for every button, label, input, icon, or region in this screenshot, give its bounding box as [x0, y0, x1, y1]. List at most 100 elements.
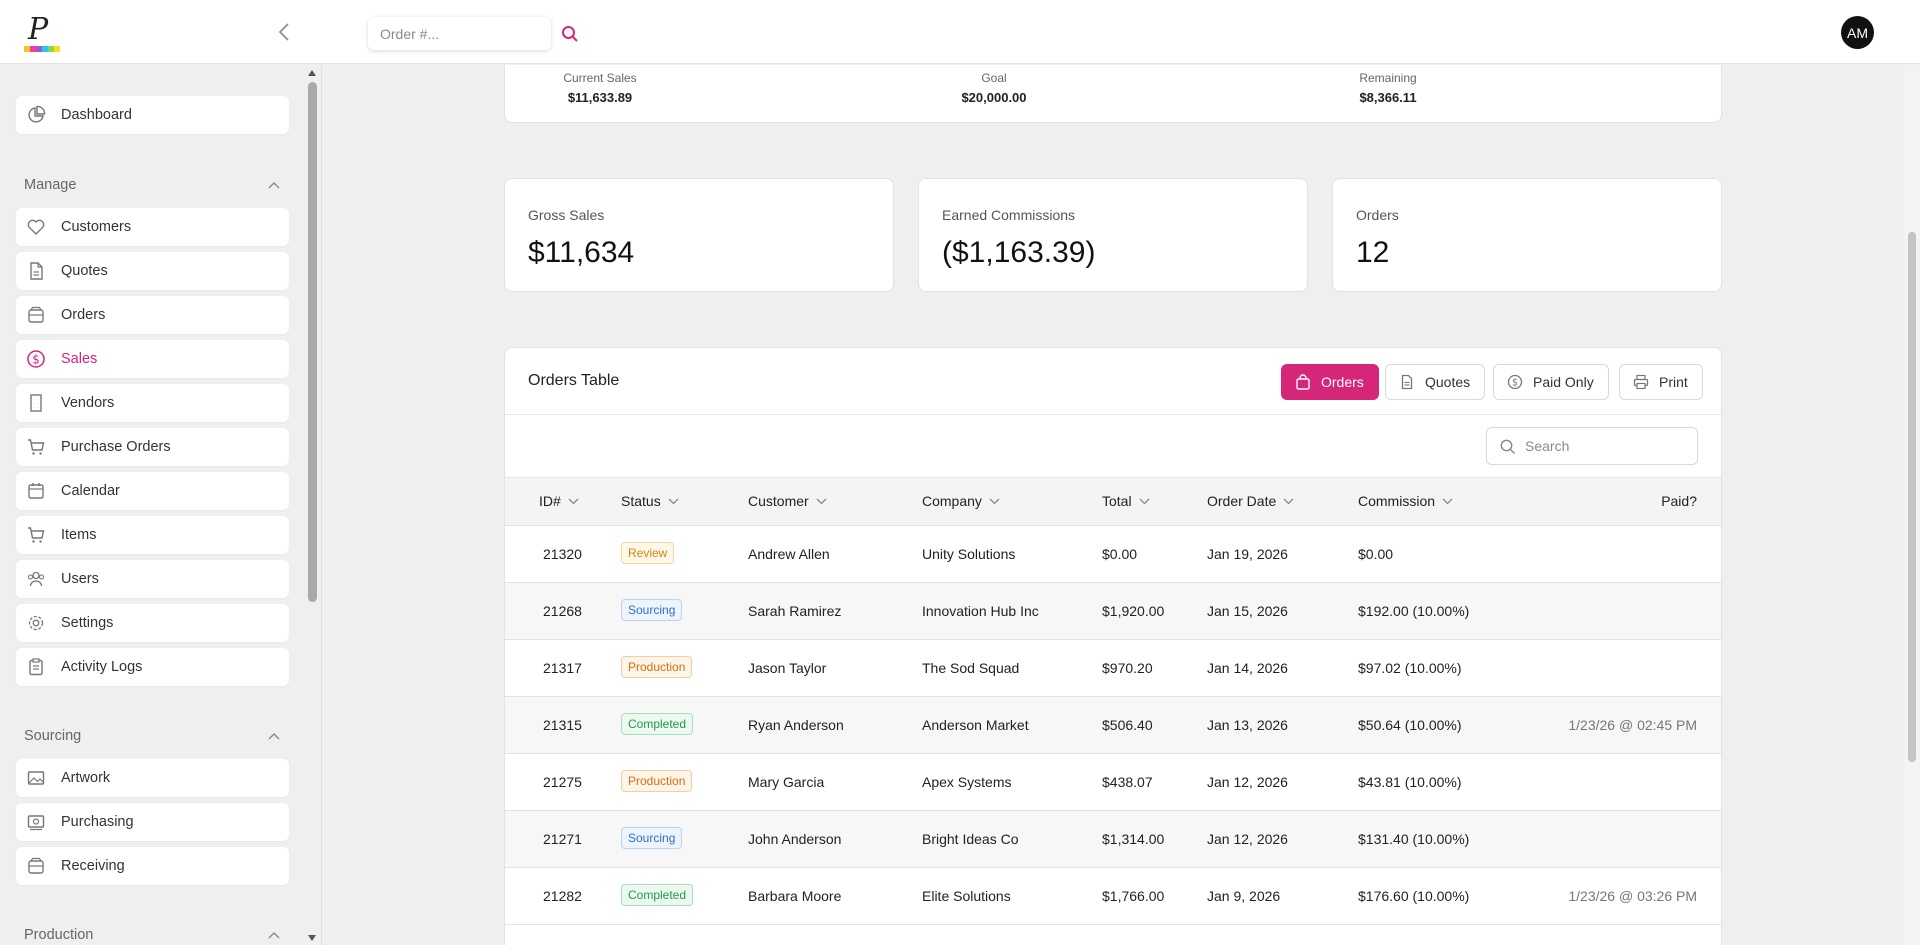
- button-label: Orders: [1321, 374, 1364, 390]
- table-row[interactable]: 21268 Sarah Ramirez Innovation Hub Inc $1,9…: [505, 583, 1721, 640]
- order-search-input[interactable]: [368, 17, 551, 50]
- column-header-order-date[interactable]: Order Date: [1207, 493, 1295, 509]
- sidebar-item-purchasing[interactable]: Purchasing: [16, 803, 289, 841]
- divider: [505, 477, 1721, 478]
- status-badge: Review: [621, 542, 675, 564]
- sidebar-item-activity-logs[interactable]: Activity Logs: [16, 648, 289, 686]
- table-row[interactable]: 21317 Jason Taylor The Sod Squad $970.20 Jan…: [505, 640, 1721, 697]
- sidebar-item-users[interactable]: Users: [16, 560, 289, 598]
- sidebar-item-dashboard[interactable]: Dashboard: [16, 96, 289, 134]
- table-search-box[interactable]: [1486, 427, 1698, 465]
- sidebar-scrollbar-thumb[interactable]: [308, 82, 317, 602]
- cell-commission: $43.81 (10.00%): [1358, 774, 1462, 790]
- cell-company: Unity Solutions: [922, 546, 1016, 562]
- users-icon: [25, 568, 47, 590]
- chevron-up-icon: [268, 733, 280, 740]
- calendar-icon: [25, 480, 47, 502]
- table-row[interactable]: 21282 Barbara Moore Elite Solutions $1,766.…: [505, 868, 1721, 925]
- table-search-input[interactable]: [1525, 434, 1690, 458]
- column-header-company[interactable]: Company: [922, 493, 1001, 509]
- sidebar-item-settings[interactable]: Settings: [16, 604, 289, 642]
- column-header-total[interactable]: Total: [1102, 493, 1151, 509]
- sidebar-item-label: Purchasing: [61, 814, 134, 830]
- cell-total: $1,920.00: [1102, 603, 1165, 619]
- cell-order-date: Jan 19, 2026: [1207, 546, 1288, 562]
- sidebar-item-customers[interactable]: Customers: [16, 208, 289, 246]
- header-label: Order Date: [1207, 493, 1277, 509]
- column-header-id[interactable]: ID#: [539, 493, 580, 509]
- orders-count-card: Orders 12: [1332, 178, 1722, 292]
- sidebar-item-orders[interactable]: Orders: [16, 296, 289, 334]
- tray-icon: [25, 304, 47, 326]
- sidebar-item-artwork[interactable]: Artwork: [16, 759, 289, 797]
- orders-table-card: Orders Table Orders Quotes $ Paid Only P…: [504, 347, 1722, 945]
- stat-value: ($1,163.39): [942, 236, 1096, 269]
- column-header-status[interactable]: Status: [621, 493, 680, 509]
- header-label: Commission: [1358, 493, 1436, 509]
- scroll-down-arrow-icon[interactable]: [307, 933, 317, 943]
- cell-company: Anderson Market: [922, 717, 1029, 733]
- header-label: Paid?: [1661, 493, 1697, 509]
- cell-order-date: Jan 14, 2026: [1207, 660, 1288, 676]
- section-production-toggle[interactable]: Production: [24, 925, 280, 945]
- dollar-circle-icon: $: [25, 348, 47, 370]
- orders-filter-button[interactable]: Orders: [1281, 364, 1379, 400]
- cell-paid: 1/23/26 @ 02:45 PM: [1568, 717, 1697, 733]
- sidebar-item-vendors[interactable]: Vendors: [16, 384, 289, 422]
- sidebar-item-purchase-orders[interactable]: Purchase Orders: [16, 428, 289, 466]
- sidebar-item-label: Purchase Orders: [61, 439, 171, 455]
- column-header-commission[interactable]: Commission: [1358, 493, 1454, 509]
- sidebar-item-items[interactable]: Items: [16, 516, 289, 554]
- stat-value: $8,366.11: [1359, 90, 1417, 105]
- print-button[interactable]: Print: [1619, 364, 1703, 400]
- sidebar-item-quotes[interactable]: Quotes: [16, 252, 289, 290]
- section-manage-toggle[interactable]: Manage: [24, 175, 280, 195]
- logo-stripe: [24, 46, 60, 52]
- table-title: Orders Table: [528, 372, 620, 389]
- pie-chart-icon: [25, 104, 47, 126]
- table-row[interactable]: 21275 Mary Garcia Apex Systems $438.07 Jan 1…: [505, 754, 1721, 811]
- tray-icon: [25, 855, 47, 877]
- paid-only-button[interactable]: $ Paid Only: [1493, 364, 1609, 400]
- cell-customer: Andrew Allen: [748, 546, 830, 562]
- table-row[interactable]: 21315 Ryan Anderson Anderson Market $506.40…: [505, 697, 1721, 754]
- scroll-up-arrow-icon[interactable]: [307, 68, 317, 78]
- sidebar-item-sales[interactable]: $ Sales: [16, 340, 289, 378]
- cell-total: $506.40: [1102, 717, 1153, 733]
- cell-total: $970.20: [1102, 660, 1153, 676]
- collapse-sidebar-button[interactable]: [274, 20, 294, 44]
- cell-customer: Sarah Ramirez: [748, 603, 842, 619]
- cell-commission: $97.02 (10.00%): [1358, 660, 1462, 676]
- svg-text:$: $: [1512, 378, 1518, 389]
- column-header-customer[interactable]: Customer: [748, 493, 828, 509]
- sales-goal-card: Current Sales $11,633.89 Goal $20,000.00…: [504, 65, 1722, 123]
- cell-company: Apex Systems: [922, 774, 1012, 790]
- section-sourcing-toggle[interactable]: Sourcing: [24, 726, 280, 746]
- chevron-down-icon: [1442, 495, 1454, 507]
- cell-customer: John Anderson: [748, 831, 842, 847]
- sidebar-item-label: Items: [61, 527, 97, 543]
- page-scrollbar-thumb[interactable]: [1908, 232, 1916, 762]
- status-badge: Completed: [621, 884, 694, 906]
- cell-total: $1,766.00: [1102, 888, 1165, 904]
- cell-customer: Barbara Moore: [748, 888, 842, 904]
- cell-commission: $0.00: [1358, 546, 1394, 562]
- cart-icon: [25, 436, 47, 458]
- stat-label: Remaining: [1359, 71, 1417, 85]
- sidebar-item-calendar[interactable]: Calendar: [16, 472, 289, 510]
- table-row[interactable]: 21271 John Anderson Bright Ideas Co $1,314.…: [505, 811, 1721, 868]
- quotes-filter-button[interactable]: Quotes: [1385, 364, 1486, 400]
- sidebar-item-receiving[interactable]: Receiving: [16, 847, 289, 885]
- sidebar-item-label: Orders: [61, 307, 106, 323]
- user-avatar[interactable]: AM: [1841, 16, 1874, 49]
- stat-value: $11,633.89: [567, 90, 633, 105]
- search-icon[interactable]: [560, 24, 580, 44]
- table-row[interactable]: 21320 Andrew Allen Unity Solutions $0.00 Jan…: [505, 526, 1721, 583]
- chevron-down-icon: [668, 495, 680, 507]
- cell-commission: $192.00 (10.00%): [1358, 603, 1470, 619]
- header-label: Status: [621, 493, 661, 509]
- status-badge: Sourcing: [621, 599, 683, 621]
- cell-order-date: Jan 9, 2026: [1207, 888, 1281, 904]
- cell-id: 21268: [543, 603, 582, 619]
- app-logo[interactable]: P: [22, 12, 62, 54]
